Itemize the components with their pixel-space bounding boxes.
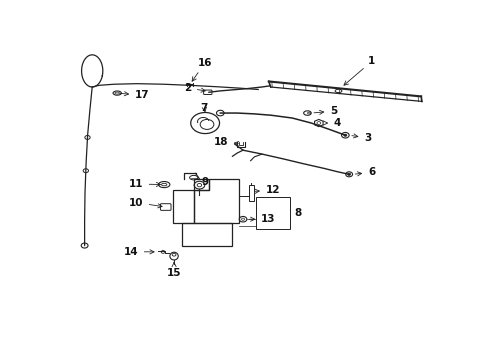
Text: 5: 5 (313, 106, 337, 116)
Text: 10: 10 (129, 198, 162, 208)
Bar (248, 185, 254, 201)
Text: 18: 18 (213, 136, 238, 147)
Text: 16: 16 (192, 58, 212, 81)
Text: 7: 7 (200, 103, 207, 113)
Text: 1: 1 (343, 56, 375, 85)
Text: 14: 14 (124, 247, 154, 257)
Text: 15: 15 (166, 262, 181, 278)
Text: 11: 11 (129, 179, 160, 189)
Text: 9: 9 (202, 177, 208, 187)
Circle shape (347, 173, 350, 175)
Text: 3: 3 (351, 133, 371, 143)
Text: 4: 4 (323, 118, 341, 128)
Text: 13: 13 (249, 214, 275, 224)
Text: 6: 6 (355, 167, 375, 177)
Circle shape (343, 134, 346, 136)
Text: 8: 8 (294, 208, 301, 218)
Text: 2: 2 (184, 83, 205, 93)
Text: 17: 17 (120, 90, 149, 100)
Text: 12: 12 (254, 185, 280, 195)
Bar (256, 197, 290, 229)
